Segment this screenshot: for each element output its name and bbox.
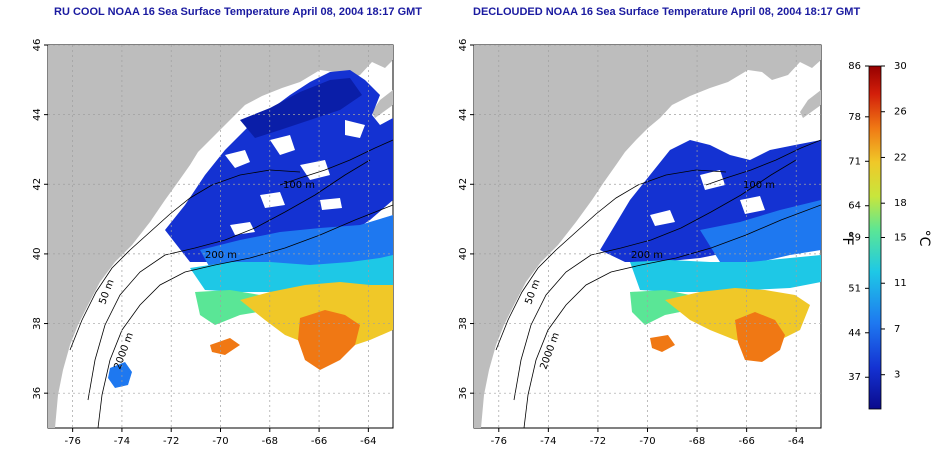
left-grid bbox=[48, 45, 393, 428]
right-x-tick-label: -70 bbox=[639, 436, 655, 447]
right-x-tick-label: -74 bbox=[540, 436, 556, 447]
colorbar-c-tick-label: 15 bbox=[894, 233, 907, 244]
colorbar-c-ticks: 30 26 22 18 15 11 7 3 bbox=[881, 61, 907, 381]
left-land bbox=[48, 45, 393, 428]
right-y-tick-label: 46 bbox=[458, 39, 469, 52]
colorbar-c-label: °C bbox=[916, 230, 932, 247]
left-sst-deep-blue bbox=[240, 78, 362, 138]
right-label-100m: 100 m bbox=[743, 180, 775, 191]
right-sst-light-blue bbox=[700, 200, 821, 262]
right-contour-2000m bbox=[523, 204, 821, 428]
right-y-tick-label: 44 bbox=[458, 108, 469, 121]
left-y-tick-label: 42 bbox=[32, 178, 43, 191]
colorbar-f-tick-label: 44 bbox=[848, 328, 861, 339]
colorbar: 86 78 71 64 59 51 44 37 30 26 22 18 15 11 7 3 °F °C bbox=[839, 61, 932, 410]
left-y-tick-label: 46 bbox=[32, 39, 43, 52]
right-y-tick-label: 42 bbox=[458, 178, 469, 191]
right-sst-cyan bbox=[630, 255, 821, 292]
colorbar-f-tick-label: 59 bbox=[848, 233, 861, 244]
right-y-tick-label: 36 bbox=[458, 387, 469, 400]
left-contour-50m bbox=[69, 169, 301, 351]
left-x-tick-label: -72 bbox=[163, 436, 179, 447]
left-label-200m: 200 m bbox=[205, 250, 237, 261]
right-contour-50m bbox=[495, 169, 727, 351]
right-sst-orange bbox=[735, 312, 785, 362]
colorbar-f-tick-label: 64 bbox=[848, 201, 861, 212]
left-nova-scotia-land bbox=[372, 90, 393, 118]
colorbar-c-tick-label: 22 bbox=[894, 152, 907, 163]
left-y-tick-label: 40 bbox=[32, 248, 43, 261]
left-contour-200m bbox=[87, 159, 371, 401]
left-contour-100m bbox=[279, 139, 393, 186]
left-x-tick-label: -64 bbox=[360, 436, 376, 447]
left-x-tick-label: -68 bbox=[262, 436, 278, 447]
colorbar-c-tick-label: 3 bbox=[894, 370, 900, 381]
right-sst-orange-small bbox=[650, 335, 675, 352]
right-nova-scotia-land bbox=[800, 90, 821, 118]
right-label-200m: 200 m bbox=[631, 250, 663, 261]
right-y-tick-label: 38 bbox=[458, 317, 469, 330]
colorbar-c-tick-label: 26 bbox=[894, 107, 907, 118]
right-contour-200m bbox=[513, 159, 797, 401]
left-x-tick-label: -66 bbox=[311, 436, 327, 447]
left-map: 50 m 200 m 2000 m 100 m -76 -74 -72 -70 -68-… bbox=[32, 39, 394, 447]
right-x-tick-label: -68 bbox=[689, 436, 705, 447]
left-map-title: RU COOL NOAA 16 Sea Surface Temperature … bbox=[54, 6, 423, 18]
right-contour-100m bbox=[705, 139, 821, 186]
right-x-ticks: -76 -74 -72 -70 -68 -66 -64 bbox=[491, 428, 804, 447]
right-x-tick-label: -66 bbox=[738, 436, 754, 447]
colorbar-f-tick-label: 78 bbox=[848, 112, 861, 123]
colorbar-f-tick-label: 37 bbox=[848, 372, 861, 383]
left-label-100m: 100 m bbox=[283, 180, 315, 191]
left-sst-orange bbox=[298, 310, 360, 370]
colorbar-f-ticks: 86 78 71 64 59 51 44 37 bbox=[848, 61, 869, 383]
left-sst-orange-small bbox=[210, 338, 240, 355]
colorbar-c-tick-label: 18 bbox=[894, 198, 907, 209]
left-contour-2000m bbox=[97, 204, 393, 428]
colorbar-f-tick-label: 86 bbox=[848, 61, 861, 72]
left-y-tick-label: 44 bbox=[32, 108, 43, 121]
left-x-ticks: -76 -74 -72 -70 -68 -66 -64 bbox=[64, 428, 377, 447]
right-map: 50 m 200 m 2000 m 100 m -76 -74 -72 -70 -68-… bbox=[458, 39, 822, 447]
right-y-ticks: 36 38 40 42 44 46 bbox=[458, 39, 474, 400]
colorbar-gradient bbox=[868, 65, 882, 410]
right-x-tick-label: -76 bbox=[491, 436, 507, 447]
colorbar-c-tick-label: 7 bbox=[894, 324, 900, 335]
left-clouds bbox=[225, 120, 365, 235]
right-clouds bbox=[650, 170, 765, 226]
right-land bbox=[474, 45, 821, 428]
right-map-title: DECLOUDED NOAA 16 Sea Surface Temperatur… bbox=[473, 6, 861, 18]
right-x-tick-label: -64 bbox=[788, 436, 804, 447]
left-sst-blue-patch-south bbox=[108, 362, 132, 388]
left-y-tick-label: 36 bbox=[32, 387, 43, 400]
colorbar-f-tick-label: 71 bbox=[848, 156, 861, 167]
colorbar-c-tick-label: 30 bbox=[894, 61, 907, 72]
right-grid bbox=[474, 45, 821, 428]
right-y-tick-label: 40 bbox=[458, 248, 469, 261]
right-x-tick-label: -72 bbox=[590, 436, 606, 447]
left-y-ticks: 36 38 40 42 44 46 bbox=[32, 39, 48, 400]
colorbar-f-tick-label: 51 bbox=[848, 283, 861, 294]
left-x-tick-label: -76 bbox=[64, 436, 80, 447]
left-x-tick-label: -70 bbox=[212, 436, 228, 447]
left-x-tick-label: -74 bbox=[114, 436, 130, 447]
left-y-tick-label: 38 bbox=[32, 317, 43, 330]
colorbar-c-tick-label: 11 bbox=[894, 278, 907, 289]
left-sst-blue-band bbox=[165, 70, 393, 262]
colorbar-f-label: °F bbox=[839, 230, 855, 245]
